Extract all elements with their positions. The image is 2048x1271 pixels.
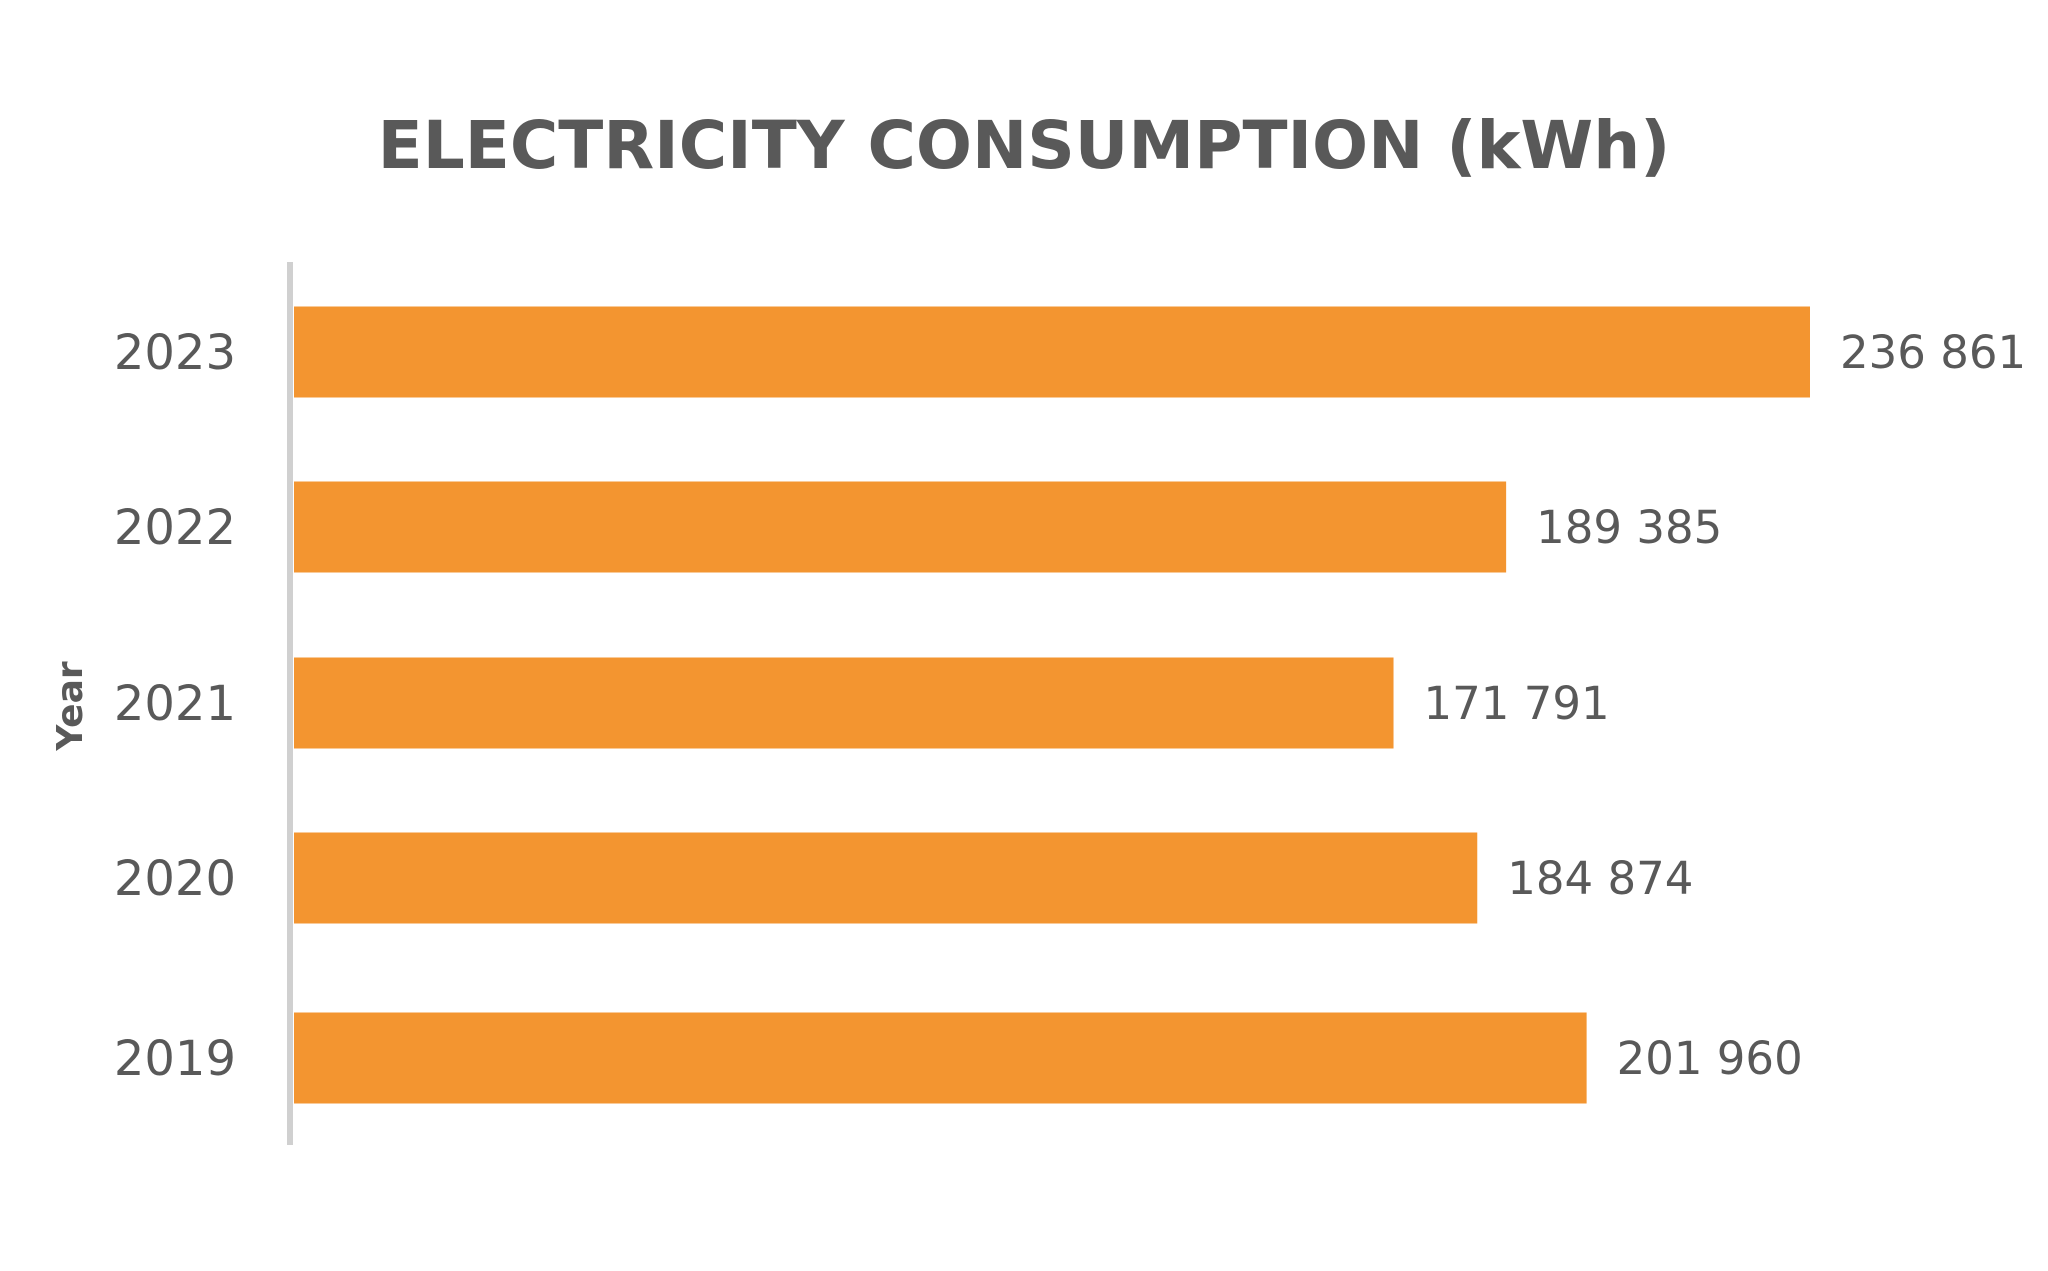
y-tick-label-2019: 2019	[114, 1031, 236, 1087]
value-label-2021: 171 791	[1424, 677, 1610, 730]
value-label-2023: 236 861	[1840, 326, 2026, 379]
bar-2022	[294, 481, 1507, 573]
value-label-2022: 189 385	[1536, 501, 1722, 554]
chart-title: ELECTRICITY CONSUMPTION (kWh)	[378, 107, 1671, 184]
y-tick-label-2021: 2021	[114, 676, 236, 732]
value-label-2019: 201 960	[1617, 1032, 1803, 1085]
bar-2023	[294, 306, 1810, 398]
y-tick-label-2023: 2023	[114, 325, 236, 381]
y-axis-label: Year	[50, 661, 91, 751]
y-tick-label-2022: 2022	[114, 500, 236, 556]
bars-group	[294, 306, 1810, 1104]
y-tick-labels: 2023 2022 2021 2020 2019	[114, 325, 236, 1087]
value-label-2020: 184 874	[1507, 852, 1693, 905]
value-labels: 236 861 189 385 171 791 184 874 201 960	[1424, 326, 2027, 1085]
bar-2020	[294, 832, 1478, 924]
bar-2019	[294, 1012, 1587, 1104]
bar-2021	[294, 657, 1394, 749]
y-tick-label-2020: 2020	[114, 851, 236, 907]
